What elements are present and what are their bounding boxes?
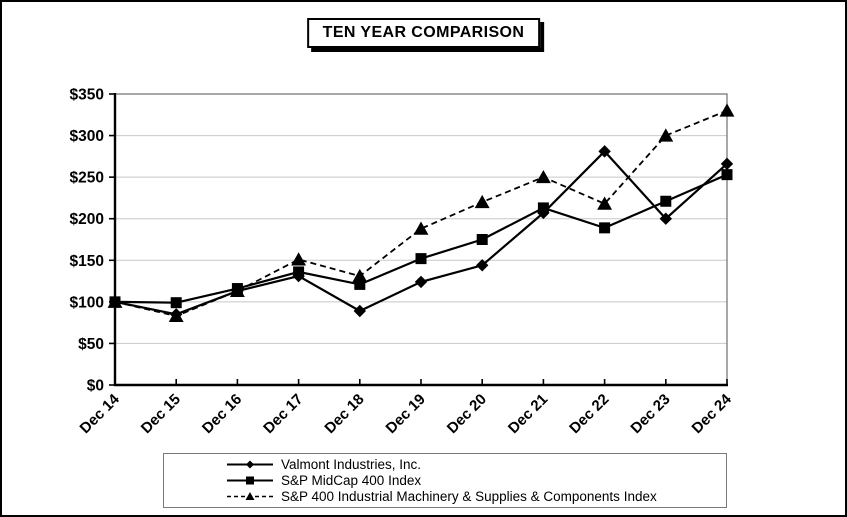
y-axis-tick-label: $150	[70, 253, 104, 270]
triangle-marker	[658, 128, 674, 142]
x-axis-tick-label: Dec 22	[566, 391, 612, 437]
triangle-marker	[352, 268, 368, 283]
triangle-marker	[291, 252, 307, 266]
legend: Valmont Industries, Inc. S&P MidCap 400 …	[163, 453, 727, 508]
diamond-marker-icon	[246, 460, 254, 469]
legend-label-valmont: Valmont Industries, Inc.	[281, 456, 422, 472]
y-axis-tick-label: $350	[70, 87, 104, 104]
plot-border	[114, 93, 728, 386]
triangle-dashed-line-marker-icon	[227, 492, 273, 501]
square-line-marker-icon	[227, 476, 273, 485]
y-axis-tick-label: $100	[70, 294, 104, 311]
legend-item-sp-400-industrial: S&P 400 Industrial Machinery & Supplies …	[164, 489, 726, 505]
y-axis-tick-label: $200	[70, 211, 104, 228]
square-marker	[415, 253, 427, 265]
y-axis-tick-label: $50	[78, 336, 104, 353]
triangle-marker	[229, 283, 245, 298]
diamond-marker	[720, 157, 734, 171]
legend-label-sp-midcap-400: S&P MidCap 400 Index	[281, 472, 422, 488]
x-axis-tick-label: Dec 19	[383, 391, 429, 437]
diamond-marker	[659, 212, 672, 225]
square-marker	[293, 266, 305, 278]
x-axis-tick-label: Dec 24	[689, 390, 736, 437]
diamond-line-marker-icon	[227, 460, 273, 469]
x-axis-tick-label: Dec 14	[77, 390, 124, 437]
triangle-marker	[413, 221, 429, 235]
diamond-marker	[476, 259, 489, 272]
legend-item-sp-midcap-400: S&P MidCap 400 Index	[164, 472, 726, 488]
legend-item-valmont: Valmont Industries, Inc.	[164, 456, 726, 472]
square-marker-icon	[246, 476, 254, 485]
x-axis-tick-label: Dec 16	[199, 391, 245, 437]
x-axis-tick-label: Dec 18	[321, 391, 367, 437]
chart-title: TEN YEAR COMPARISON	[306, 18, 541, 48]
triangle-marker	[168, 308, 184, 322]
y-axis-tick-label: $250	[70, 170, 104, 187]
diamond-marker	[414, 275, 428, 289]
triangle-marker-icon	[245, 492, 255, 501]
triangle-marker	[597, 196, 613, 210]
square-marker	[537, 202, 549, 214]
diamond-marker	[598, 145, 611, 158]
square-marker	[660, 195, 672, 207]
square-marker	[721, 169, 733, 181]
square-marker	[354, 278, 366, 290]
x-axis-tick-label: Dec 17	[260, 391, 306, 437]
x-axis-tick-label: Dec 21	[505, 391, 551, 437]
triangle-marker	[107, 294, 123, 308]
square-marker	[599, 222, 611, 234]
square-marker	[476, 234, 488, 245]
triangle-marker	[474, 194, 490, 209]
triangle-marker	[719, 103, 735, 117]
legend-label-sp-400-industrial: S&P 400 Industrial Machinery & Supplies …	[281, 489, 657, 505]
y-axis-tick-label: $0	[87, 378, 104, 395]
triangle-marker	[535, 169, 551, 184]
x-axis-tick-label: Dec 15	[138, 391, 184, 437]
square-marker	[170, 297, 182, 309]
x-axis-tick-label: Dec 23	[627, 391, 673, 437]
x-axis-tick-label: Dec 20	[444, 391, 490, 437]
y-axis-tick-label: $300	[70, 128, 104, 145]
diamond-marker	[353, 304, 366, 318]
